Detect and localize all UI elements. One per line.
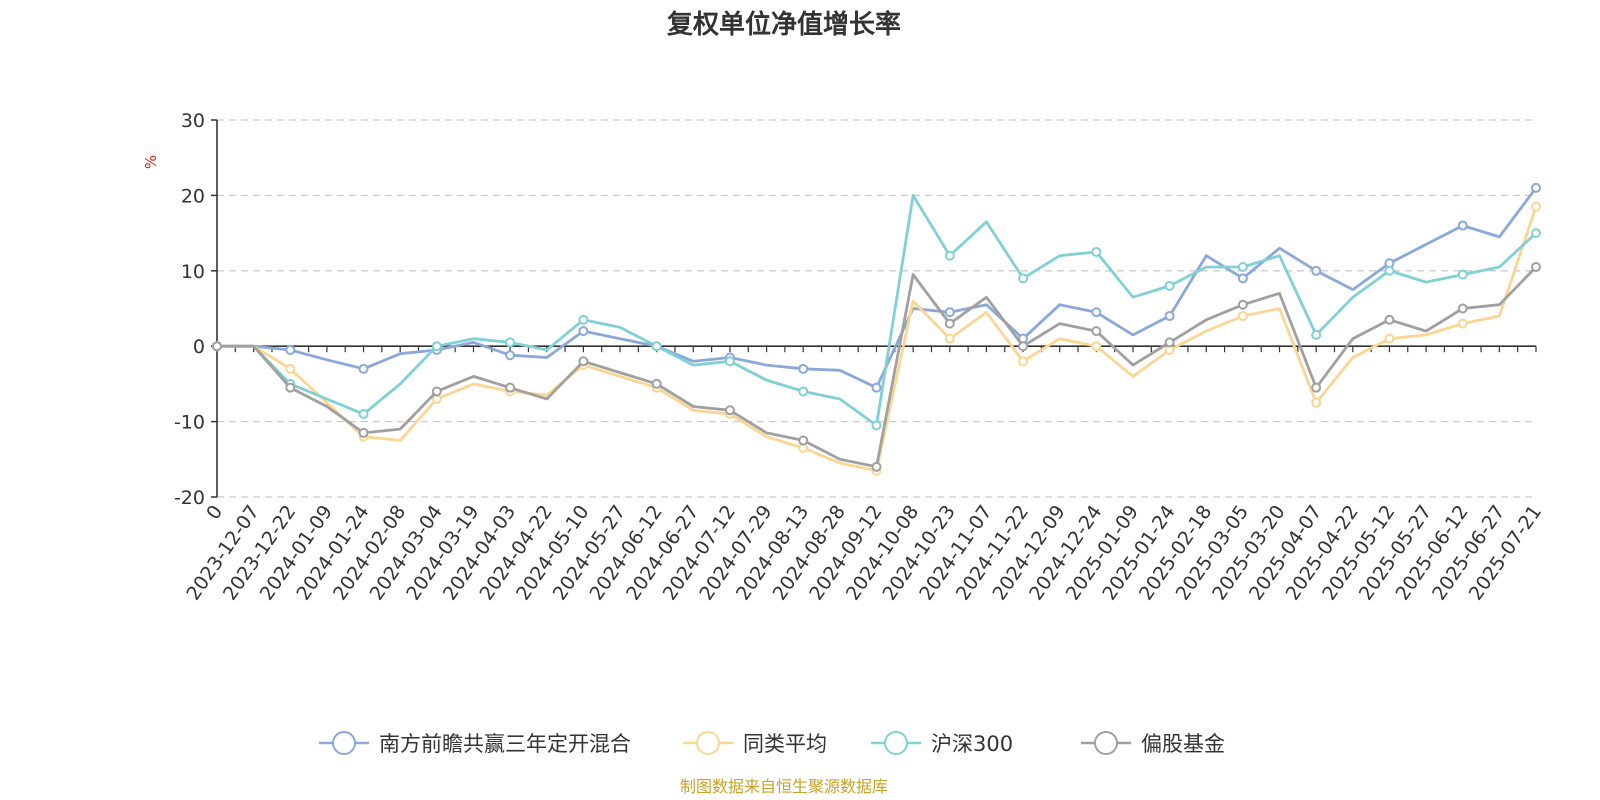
series-point: [1531, 228, 1541, 239]
series-point: [871, 382, 882, 393]
series-point: [944, 333, 955, 344]
series-point: [285, 344, 296, 355]
series-point: [1531, 201, 1541, 212]
series-point: [1531, 262, 1541, 273]
x-tick-label-origin: 0: [202, 501, 227, 524]
legend-marker: [884, 731, 908, 755]
legend-label: 南方前瞻共赢三年定开混合: [379, 732, 631, 756]
series-point: [505, 337, 516, 348]
series-point: [944, 250, 955, 261]
series-point: [1311, 329, 1322, 340]
series-point: [431, 386, 442, 397]
legend-marker: [332, 731, 356, 755]
y-tick-label: -20: [174, 487, 205, 509]
series-line-1: [217, 206, 1538, 472]
series-point: [944, 307, 955, 318]
series-point: [358, 363, 369, 374]
grid-lines: [217, 119, 1536, 498]
series-point: [1164, 337, 1175, 348]
legend-item-0[interactable]: 南方前瞻共赢三年定开混合: [319, 731, 631, 756]
legend-label: 同类平均: [743, 732, 827, 756]
series-point: [1018, 341, 1029, 352]
series-point: [651, 341, 662, 352]
series-point: [1457, 220, 1468, 231]
series-point: [1384, 333, 1395, 344]
legend[interactable]: 南方前瞻共赢三年定开混合 同类平均 沪深300 偏股基金: [319, 731, 1225, 756]
legend-label: 偏股基金: [1141, 732, 1225, 756]
x-tick-labels: 02023-12-072023-12-222024-01-092024-01-2…: [182, 501, 1546, 604]
series-point: [944, 318, 955, 329]
series-point: [798, 363, 809, 374]
series-point: [358, 427, 369, 438]
series-point: [1091, 246, 1102, 257]
series-point: [1018, 356, 1029, 367]
y-tick-label: 0: [193, 336, 205, 358]
series-point: [798, 435, 809, 446]
series-point: [1311, 382, 1322, 393]
series-point: [871, 420, 882, 431]
series-point: [1237, 299, 1248, 310]
series-point: [578, 314, 589, 325]
series-lines: [212, 182, 1541, 476]
series-point: [1311, 265, 1322, 276]
legend-marker: [1094, 731, 1118, 755]
series-point: [578, 356, 589, 367]
series-point: [871, 461, 882, 472]
series-point: [1457, 303, 1468, 314]
y-axis-unit-label: %: [142, 155, 160, 169]
series-point: [1091, 307, 1102, 318]
axes: [211, 119, 1537, 498]
series-point: [1164, 280, 1175, 291]
series-point: [1164, 311, 1175, 322]
y-tick-labels: 30 20 10 0 -10 -20: [174, 110, 205, 509]
series-point: [1237, 273, 1248, 284]
legend-marker: [696, 731, 720, 755]
series-point: [651, 378, 662, 389]
series-point: [1237, 311, 1248, 322]
legend-item-1[interactable]: 同类平均: [683, 731, 827, 756]
series-point: [1457, 318, 1468, 329]
series-point: [1018, 273, 1029, 284]
series-point: [505, 382, 516, 393]
series-point: [1531, 182, 1541, 193]
series-point: [505, 350, 516, 361]
y-tick-label: 10: [181, 261, 205, 283]
series-point: [1384, 314, 1395, 325]
legend-label: 沪深300: [931, 732, 1013, 756]
series-point: [1091, 341, 1102, 352]
chart-title: 复权单位净值增长率: [667, 9, 901, 40]
series-point: [1384, 265, 1395, 276]
series-point: [358, 409, 369, 420]
y-tick-label: -10: [174, 412, 205, 434]
legend-item-3[interactable]: 偏股基金: [1081, 731, 1225, 756]
series-point: [1457, 269, 1468, 280]
series-point: [212, 341, 222, 352]
series-point: [1237, 262, 1248, 273]
y-tick-label: 20: [181, 185, 205, 207]
series-point: [724, 405, 735, 416]
series-point: [578, 326, 589, 337]
series-point: [285, 363, 296, 374]
legend-item-2[interactable]: 沪深300: [871, 731, 1013, 756]
series-point: [431, 341, 442, 352]
series-point: [798, 386, 809, 397]
y-tick-label: 30: [181, 110, 205, 132]
series-point: [285, 382, 296, 393]
series-point: [1091, 326, 1102, 337]
data-source-note: 制图数据来自恒生聚源数据库: [680, 777, 888, 796]
series-point: [1311, 397, 1322, 408]
series-point: [724, 356, 735, 367]
